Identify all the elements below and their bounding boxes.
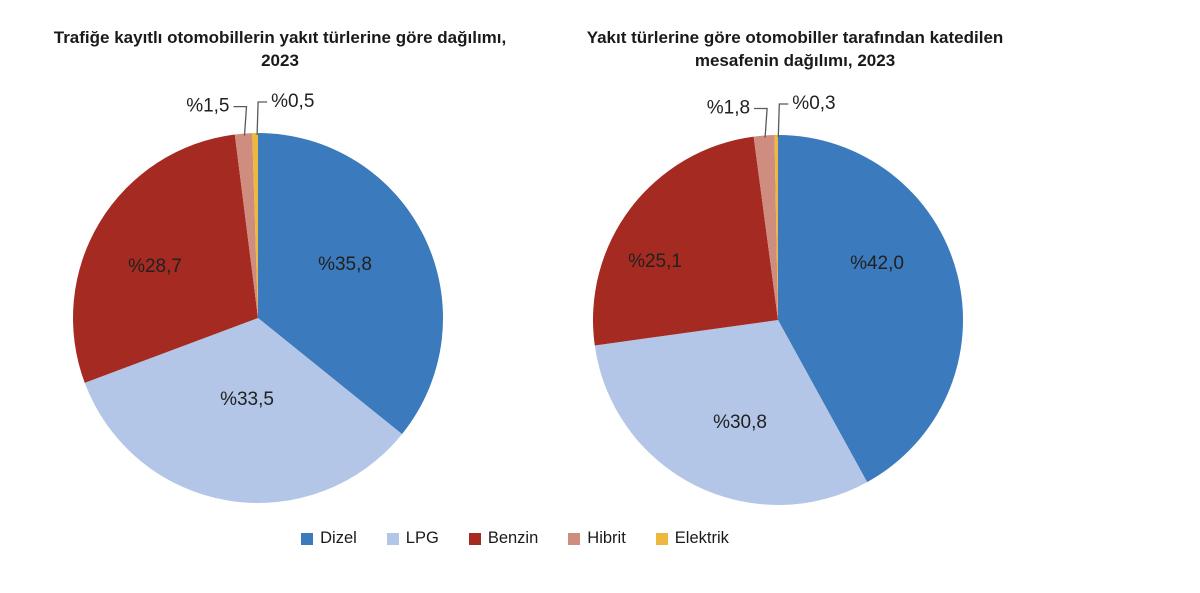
chart-legend: Dizel LPG Benzin Hibrit Elektrik (0, 529, 1030, 548)
legend-item-lpg: LPG (386, 529, 439, 548)
legend-label-dizel: Dizel (320, 529, 357, 547)
legend-swatch-elektrik (655, 532, 668, 545)
pie-slice-lpg (594, 320, 868, 506)
legend-swatch-hibrit (568, 532, 581, 545)
legend-label-benzin: Benzin (487, 529, 539, 547)
data-label-hibrit: %1,8 (707, 98, 750, 119)
data-label-hibrit: %1,5 (186, 96, 229, 117)
pie-slice-benzin (592, 136, 778, 346)
pie-chart-registered-cars: %35,8 %33,5 %28,7 %1,5 %0,5 (73, 91, 444, 504)
data-label-lpg: %30,8 (713, 412, 767, 433)
legend-label-elektrik: Elektrik (674, 529, 729, 547)
pie-slice-dizel (258, 133, 444, 435)
legend-item-elektrik: Elektrik (655, 529, 729, 548)
data-label-dizel: %42,0 (850, 253, 904, 274)
legend-item-dizel: Dizel (301, 529, 357, 548)
data-label-benzin: %28,7 (128, 256, 182, 277)
legend-item-benzin: Benzin (468, 529, 539, 548)
data-label-elektrik: %0,3 (792, 93, 835, 114)
data-label-elektrik: %0,5 (271, 91, 314, 112)
pie-chart-distance-travelled: %42,0 %30,8 %25,1 %1,8 %0,3 (592, 93, 964, 506)
legend-swatch-benzin (468, 532, 481, 545)
legend-label-lpg: LPG (405, 529, 439, 547)
legend-swatch-dizel (301, 532, 314, 545)
data-label-dizel: %35,8 (318, 254, 372, 275)
pie-slice-hibrit (234, 133, 258, 318)
data-label-benzin: %25,1 (628, 251, 682, 272)
pie-slice-benzin (73, 134, 258, 383)
legend-item-hibrit: Hibrit (568, 529, 626, 548)
legend-swatch-lpg (386, 532, 399, 545)
chart-title-distance-travelled: Yakıt türlerine göre otomobiller tarafın… (586, 28, 1004, 70)
pie-slice-elektrik (774, 134, 778, 320)
data-label-lpg: %33,5 (220, 389, 274, 410)
leader-line-hibrit (233, 105, 248, 136)
pie-slice-hibrit (753, 135, 778, 320)
leader-line-elektrik (256, 101, 268, 136)
leader-line-hibrit (754, 107, 768, 138)
pie-slice-lpg (84, 318, 403, 504)
leader-line-elektrik (777, 103, 789, 138)
pie-slice-elektrik (252, 133, 258, 318)
pie-slice-dizel (778, 135, 964, 483)
chart-title-registered-cars: Trafiğe kayıtlı otomobillerin yakıt türl… (53, 28, 507, 70)
legend-label-hibrit: Hibrit (587, 529, 626, 547)
